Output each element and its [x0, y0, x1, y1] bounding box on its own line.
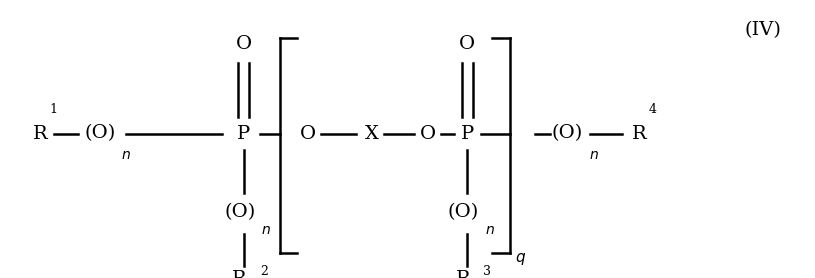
Text: (O): (O): [224, 203, 255, 222]
Text: (IV): (IV): [744, 21, 782, 39]
Text: O: O: [420, 125, 435, 143]
Text: R: R: [232, 270, 247, 278]
Text: O: O: [460, 35, 475, 53]
Text: R: R: [456, 270, 471, 278]
Text: (O): (O): [85, 125, 116, 143]
Text: O: O: [300, 125, 315, 143]
Text: P: P: [460, 125, 474, 143]
Text: X: X: [364, 125, 378, 143]
Text: 2: 2: [260, 265, 267, 278]
Text: $n$: $n$: [261, 223, 271, 237]
Text: R: R: [632, 125, 646, 143]
Text: R: R: [33, 125, 47, 143]
Text: 4: 4: [649, 103, 657, 116]
Text: O: O: [236, 35, 252, 53]
Text: P: P: [237, 125, 250, 143]
Text: 3: 3: [483, 265, 491, 278]
Text: $q$: $q$: [514, 251, 526, 267]
Text: $n$: $n$: [121, 148, 131, 162]
Text: (O): (O): [447, 203, 479, 222]
Text: $n$: $n$: [485, 223, 495, 237]
Text: (O): (O): [552, 125, 583, 143]
Text: $n$: $n$: [588, 148, 598, 162]
Text: 1: 1: [50, 103, 58, 116]
